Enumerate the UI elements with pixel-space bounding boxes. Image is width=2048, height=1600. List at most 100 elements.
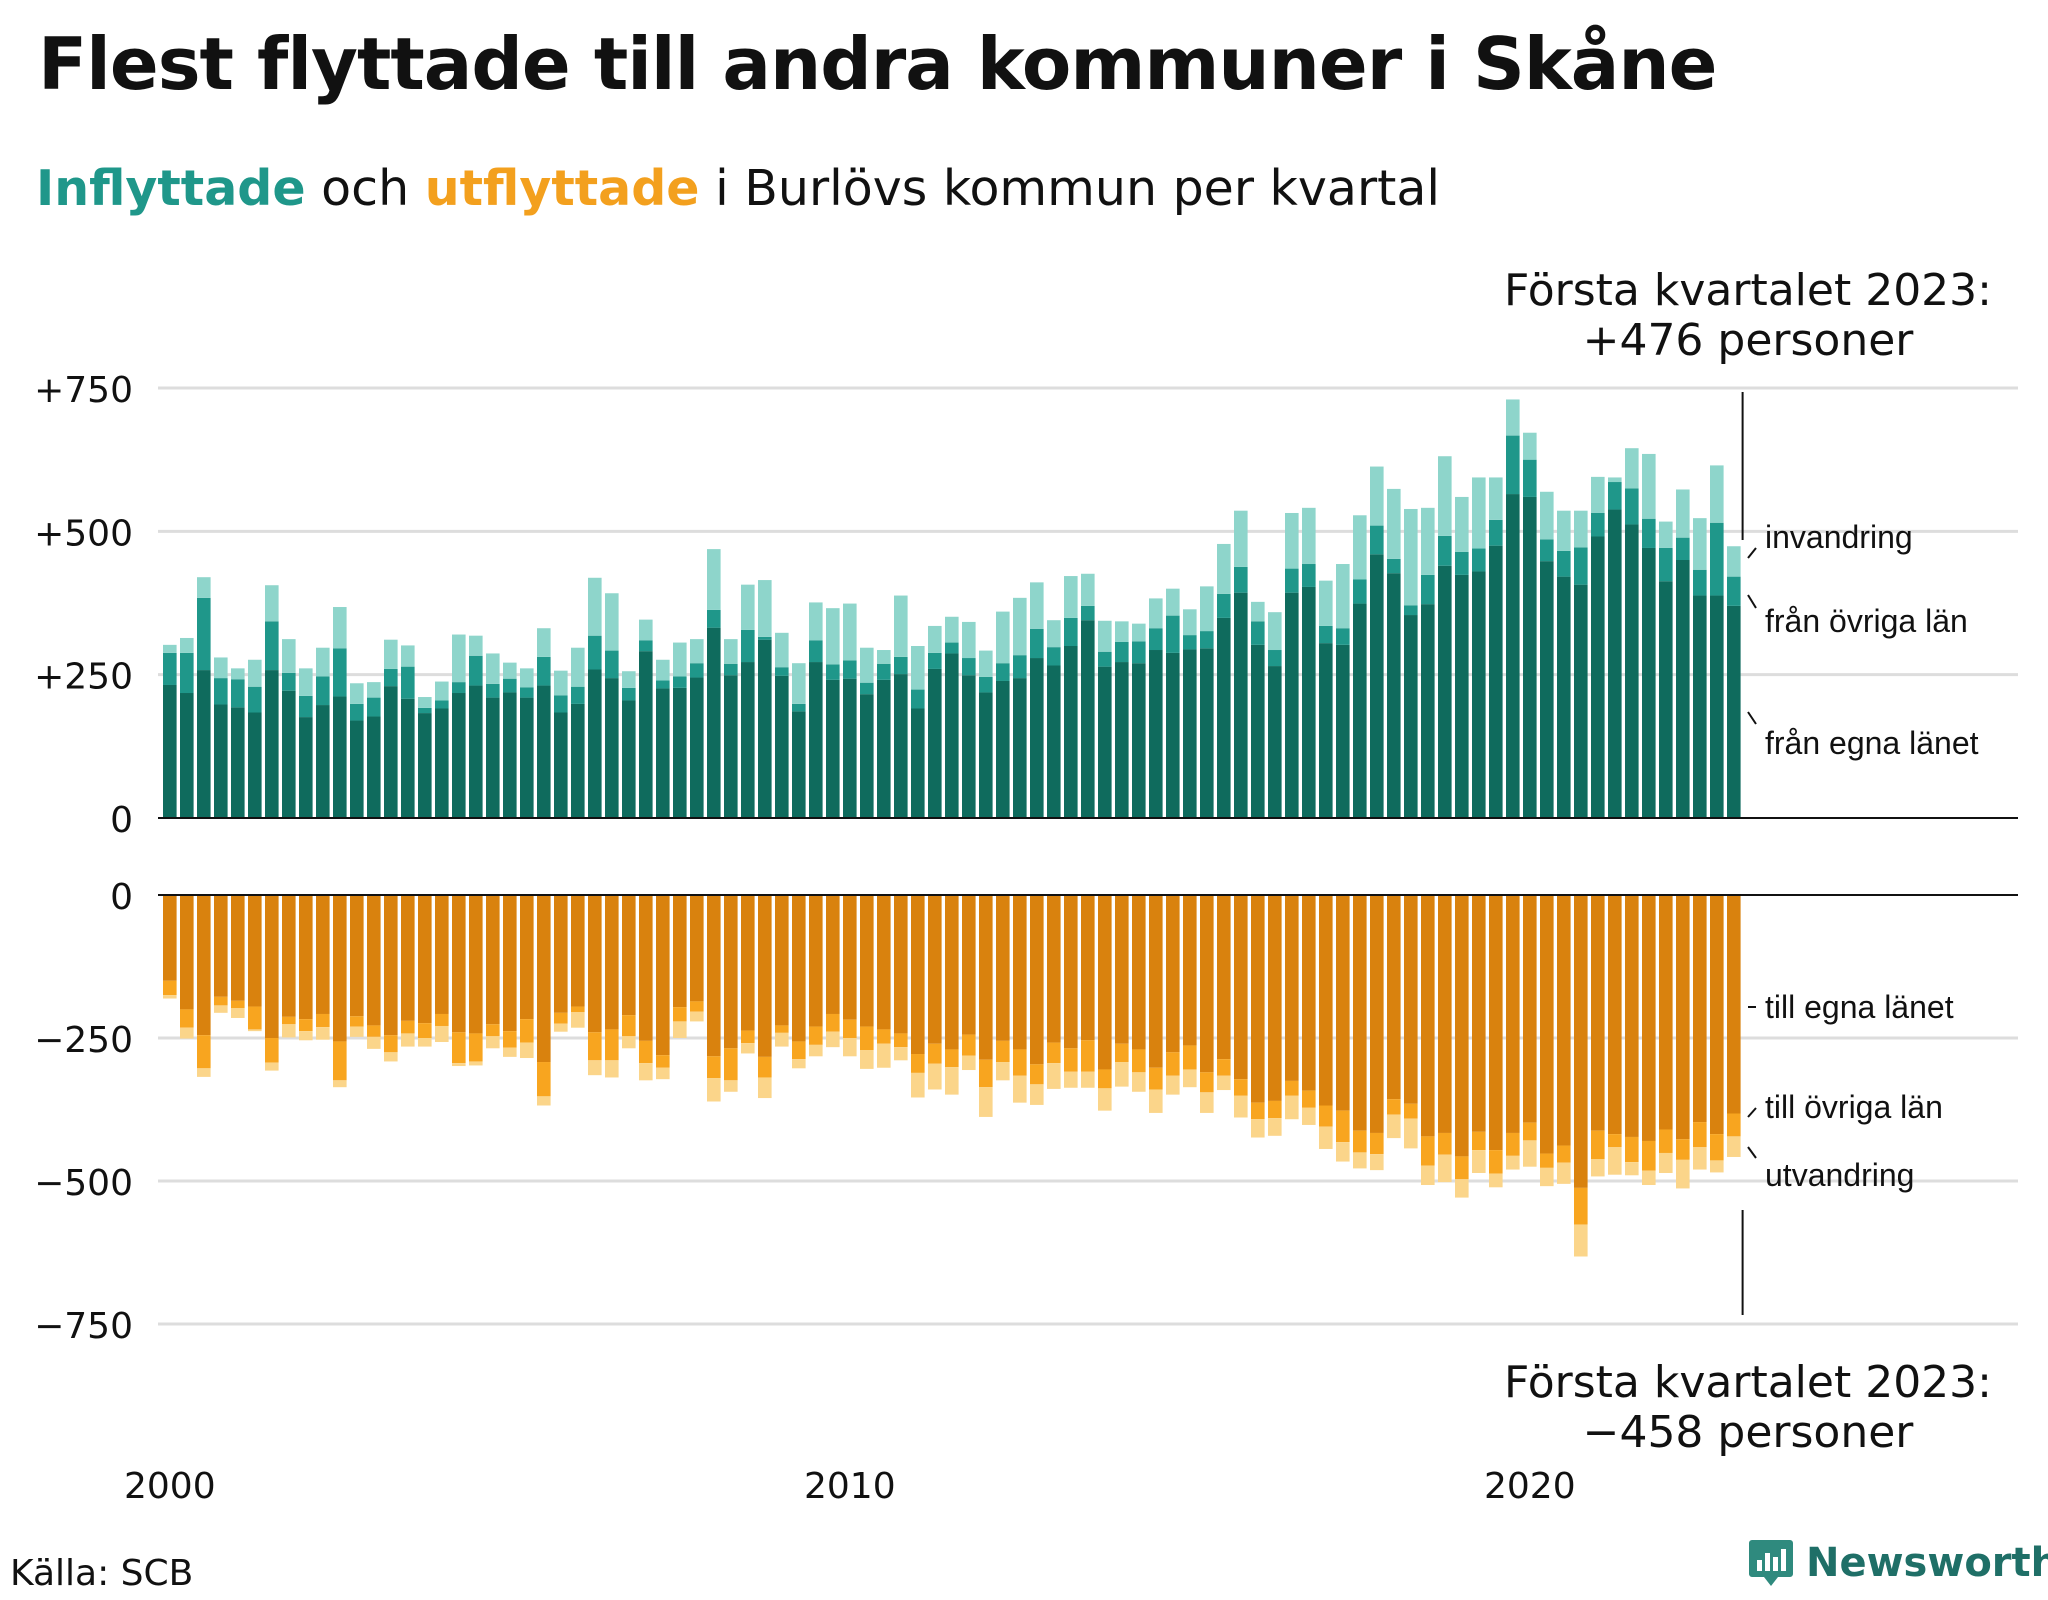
bar-out-segment — [724, 895, 738, 1049]
bar-out-segment — [282, 1016, 296, 1025]
bar-in-segment — [1574, 547, 1588, 585]
bar-out-segment — [843, 1019, 857, 1038]
bar-out-segment — [1455, 895, 1469, 1157]
bar-out-segment — [741, 895, 755, 1031]
bar-out-segment — [1166, 895, 1180, 1053]
bar-out-segment — [1132, 895, 1146, 1050]
bar-in-segment — [248, 712, 262, 818]
bar-out-segment — [1710, 895, 1724, 1135]
bar-in-segment — [928, 625, 942, 653]
bar-in-segment — [741, 629, 755, 663]
bar-out-segment — [1727, 1113, 1741, 1137]
bar-out-segment — [707, 895, 721, 1057]
bar-out-segment — [979, 1087, 993, 1117]
bar-out-segment — [1506, 895, 1520, 1133]
bar-out-segment — [1591, 895, 1605, 1131]
bar-out-segment — [1370, 1154, 1384, 1171]
bar-in-segment — [435, 700, 449, 709]
bar-in-segment — [1302, 507, 1316, 565]
bar-in-segment — [758, 580, 772, 637]
bar-in-segment — [1234, 510, 1248, 567]
bar-out-segment — [486, 895, 500, 1025]
bar-out-segment — [214, 996, 228, 1006]
subtitle-och: och — [305, 160, 425, 217]
bar-out-segment — [707, 1078, 721, 1102]
bar-out-segment — [1625, 1162, 1639, 1176]
bar-in-segment — [418, 713, 432, 818]
bar-in-segment — [1506, 435, 1520, 495]
bar-out-segment — [945, 1049, 959, 1068]
bar-in-segment — [452, 682, 466, 694]
bar-out-segment — [1217, 895, 1231, 1060]
bar-in-segment — [928, 668, 942, 818]
bar-out-segment — [1200, 1072, 1214, 1093]
bar-in-segment — [1591, 476, 1605, 513]
bar-in-segment — [826, 664, 840, 680]
bar-out-segment — [1302, 1090, 1316, 1108]
newsworthy-logo-icon — [1749, 1540, 1793, 1586]
bar-out-segment — [1455, 1179, 1469, 1198]
bar-in-segment — [1625, 524, 1639, 818]
bar-out-segment — [928, 1063, 942, 1090]
bar-out-segment — [1676, 1139, 1690, 1160]
bar-out-segment — [1506, 1155, 1520, 1170]
bar-in-segment — [1540, 561, 1554, 818]
label-fran-ovriga-lan: från övriga län — [1765, 603, 1968, 639]
bar-out-segment — [1030, 895, 1044, 1065]
bar-out-segment — [1302, 895, 1316, 1091]
subtitle-inflyttade: Inflyttade — [36, 160, 306, 217]
bar-out-segment — [1098, 1069, 1112, 1089]
bar-out-segment — [571, 1006, 585, 1013]
bar-in-segment — [265, 585, 279, 622]
bar-in-segment — [520, 697, 534, 818]
bar-in-segment — [758, 636, 772, 640]
bar-in-segment — [962, 675, 976, 818]
bar-out-segment — [1676, 895, 1690, 1140]
bar-in-segment — [690, 639, 704, 664]
bar-out-segment — [1336, 1110, 1350, 1143]
bar-out-segment — [979, 1059, 993, 1088]
bar-out-segment — [1387, 1099, 1401, 1115]
bar-in-segment — [1047, 620, 1061, 648]
label-utvandring-leader — [1747, 1146, 1757, 1159]
bar-out-segment — [282, 1024, 296, 1038]
bar-in-segment — [571, 703, 585, 818]
bar-in-segment — [1319, 643, 1333, 818]
bar-in-segment — [639, 619, 653, 641]
bar-in-segment — [1098, 666, 1112, 818]
bar-in-segment — [316, 705, 330, 818]
bar-in-segment — [1200, 648, 1214, 818]
bar-out-segment — [1319, 895, 1333, 1106]
bar-in-segment — [911, 708, 925, 818]
bar-in-segment — [690, 663, 704, 678]
bar-in-segment — [1710, 522, 1724, 596]
bar-out-segment — [1285, 1080, 1299, 1096]
bar-out-segment — [333, 895, 347, 1042]
bar-in-segment — [1387, 558, 1401, 574]
bar-in-segment — [1064, 576, 1078, 618]
bar-in-segment — [537, 656, 551, 686]
bar-out-segment — [1387, 1114, 1401, 1139]
y-tick-label-top: +750 — [34, 370, 133, 411]
bar-in-segment — [571, 647, 585, 687]
bar-in-segment — [401, 698, 415, 818]
bar-in-segment — [180, 637, 194, 653]
bar-in-segment — [792, 703, 806, 712]
bar-out-segment — [741, 1030, 755, 1044]
bar-in-segment — [1523, 496, 1537, 818]
bar-in-segment — [1710, 595, 1724, 818]
bar-in-segment — [945, 616, 959, 643]
bar-out-segment — [1642, 1170, 1656, 1186]
bar-out-segment — [384, 895, 398, 1036]
bar-in-segment — [1438, 535, 1452, 566]
bar-out-segment — [401, 1033, 415, 1047]
y-tick-label-top: +500 — [34, 513, 133, 554]
bar-out-segment — [809, 895, 823, 1027]
bar-in-segment — [1353, 579, 1367, 604]
bar-in-segment — [299, 668, 313, 696]
bar-out-segment — [1472, 895, 1486, 1132]
bar-out-segment — [1523, 1140, 1537, 1167]
y-tick-label-bottom: −500 — [34, 1163, 133, 1204]
bar-out-segment — [1200, 895, 1214, 1073]
bar-out-segment — [1064, 1071, 1078, 1088]
